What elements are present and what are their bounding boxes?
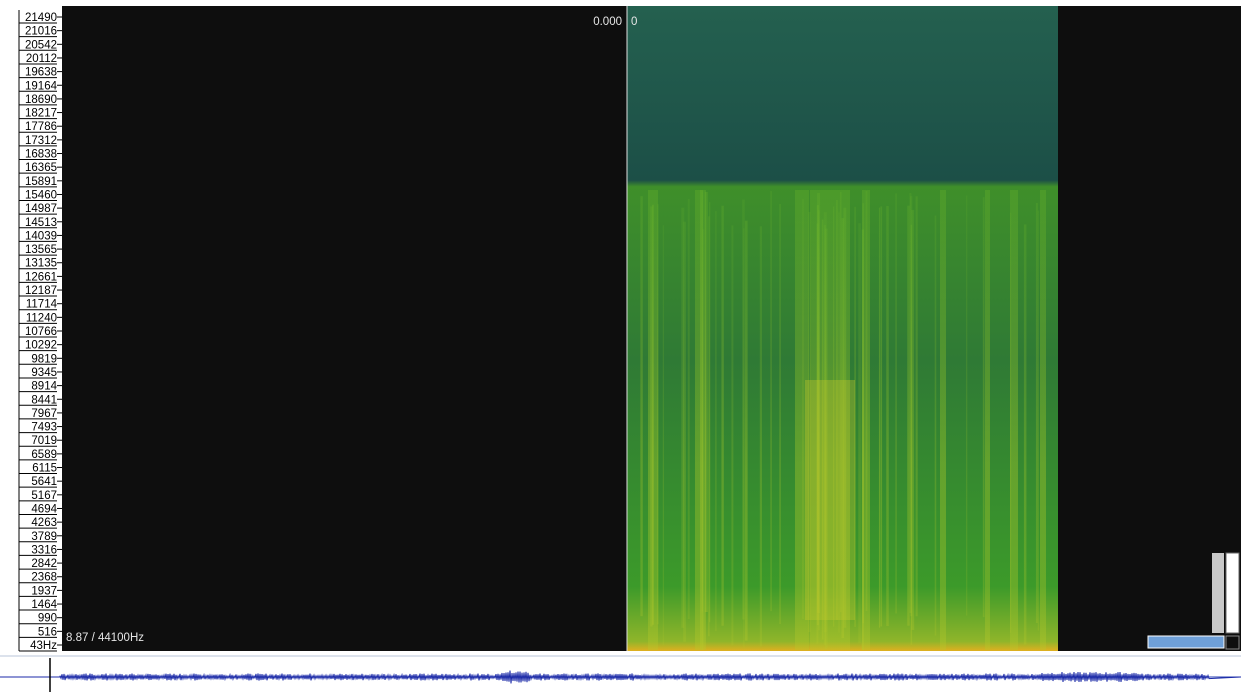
stripe: [1040, 190, 1046, 650]
stripe: [1038, 211, 1039, 631]
stripe: [879, 208, 880, 628]
frequency-label: 14513: [25, 217, 57, 229]
frequency-label: 20112: [26, 53, 57, 65]
frequency-label: 7019: [31, 435, 57, 447]
stripe: [657, 204, 658, 624]
stripe: [1010, 190, 1018, 650]
stripe: [640, 196, 642, 616]
frequency-label: 1464: [31, 599, 57, 611]
frequency-label: 990: [38, 613, 57, 625]
frequency-label: 19638: [25, 67, 57, 79]
stripe: [688, 199, 690, 619]
frequency-label: 2842: [31, 558, 57, 570]
frequency-label: 6115: [32, 463, 57, 475]
stripe: [663, 225, 664, 645]
frequency-label: 19164: [25, 80, 58, 92]
stripe: [966, 195, 967, 615]
stripe: [983, 197, 985, 617]
frequency-label: 10292: [25, 340, 57, 352]
frequency-label: 1937: [31, 585, 57, 597]
stripe: [1024, 224, 1026, 644]
stripe: [771, 191, 772, 611]
frequency-label: 43Hz: [30, 640, 57, 652]
stripe: [1036, 203, 1038, 623]
stripe: [866, 191, 868, 611]
stripe: [721, 206, 723, 626]
stripe: [705, 192, 708, 612]
time-left: 0.000: [593, 16, 622, 28]
frequency-label: 21016: [25, 26, 57, 38]
stripe: [652, 205, 654, 625]
frequency-label: 8914: [31, 381, 57, 393]
stripe: [802, 199, 804, 619]
frequency-label: 15891: [25, 176, 57, 188]
frequency-label: 7493: [31, 422, 57, 434]
frequency-label: 5167: [31, 490, 57, 502]
frequency-label: 9345: [31, 367, 57, 379]
stripe: [708, 216, 709, 636]
stripe: [886, 206, 889, 626]
stripe: [745, 221, 748, 641]
time-right: 0: [631, 16, 637, 28]
frequency-label: 7967: [31, 408, 57, 420]
frequency-label: 3789: [31, 531, 57, 543]
frequency-label: 5641: [31, 476, 57, 488]
frequency-label: 16365: [25, 162, 57, 174]
frequency-label: 4263: [31, 517, 57, 529]
status-text: 8.87 / 44100Hz: [66, 632, 144, 644]
stripe: [731, 225, 733, 645]
frequency-label: 17786: [25, 121, 57, 133]
frequency-label: 3316: [31, 544, 57, 556]
corner-button[interactable]: [1226, 636, 1239, 649]
frequency-label: 12661: [25, 271, 57, 283]
stripe: [760, 226, 762, 646]
frequency-label: 12187: [25, 285, 57, 297]
frequency-label: 18217: [25, 108, 57, 120]
frequency-label: 10766: [25, 326, 57, 338]
stripe: [862, 230, 864, 650]
stripe: [779, 204, 780, 624]
frequency-label: 14987: [25, 203, 57, 215]
zoom-widget[interactable]: [1148, 636, 1224, 648]
scroll-thumb[interactable]: [1212, 553, 1224, 633]
frequency-label: 4694: [31, 503, 57, 515]
stripe: [1010, 213, 1011, 633]
stripe: [940, 190, 946, 650]
frequency-label: 17312: [25, 135, 57, 147]
stripe: [715, 211, 717, 631]
spectrogram-stripes: [640, 190, 1046, 650]
stripe: [881, 206, 883, 626]
frequency-label: 15460: [25, 189, 57, 201]
stripe: [683, 222, 686, 642]
stripe: [702, 191, 703, 611]
app: {"frequency_axis": {"labels": ["21490","…: [0, 0, 1241, 692]
frequency-label: 18690: [25, 94, 57, 106]
stripe: [916, 196, 918, 616]
stripe: [910, 196, 912, 616]
frequency-label: 13135: [25, 258, 57, 270]
frequency-label: 13565: [25, 244, 57, 256]
frequency-label: 516: [38, 626, 57, 638]
spectrogram-view: 0.000 0 8.87 / 44100Hz 21490 2101620542 20…: [0, 0, 1241, 692]
frequency-label: 16838: [25, 149, 57, 161]
frequency-label: 14039: [25, 230, 57, 242]
scale-widget[interactable]: [1226, 553, 1239, 633]
frequency-label: 8441: [31, 394, 57, 406]
frequency-label: 11714: [26, 299, 58, 311]
stripe: [985, 190, 990, 650]
frequency-label: 6589: [31, 449, 57, 461]
frequency-label: 20542: [25, 39, 57, 51]
stripe: [743, 228, 744, 648]
stripe: [858, 223, 861, 643]
stripe: [895, 193, 897, 613]
stripe: [935, 216, 937, 636]
frequency-label: 9819: [31, 353, 57, 365]
stripe: [907, 206, 910, 626]
frequency-label: 11240: [26, 312, 57, 324]
frequency-label: 21490: [25, 12, 57, 24]
hot-region: [805, 380, 855, 620]
frequency-label: 2368: [31, 572, 57, 584]
